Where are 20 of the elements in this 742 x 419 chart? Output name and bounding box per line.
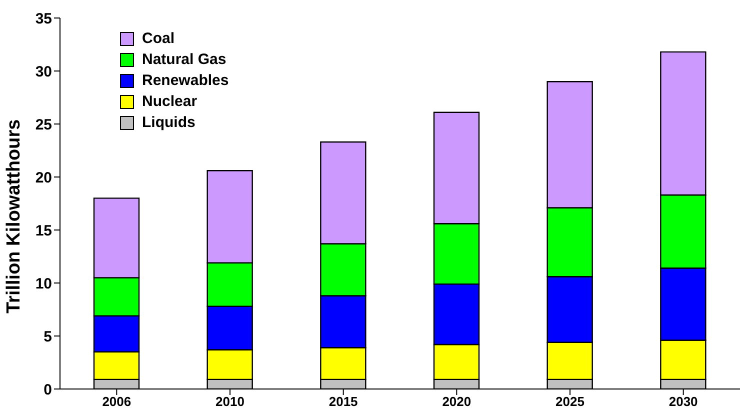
y-tick-label: 15 — [35, 222, 52, 240]
y-tick-label: 20 — [35, 169, 52, 186]
y-tick-label: 30 — [35, 63, 52, 80]
y-tick-label: 35 — [35, 10, 52, 28]
legend-label: Liquids — [142, 114, 196, 131]
x-tick-label: 2015 — [328, 394, 358, 410]
legend-label: Coal — [142, 30, 175, 47]
x-tick-label: 2030 — [668, 394, 698, 410]
y-tick-label: 0 — [44, 381, 52, 398]
y-axis-title: Trillion Kilowatthours — [4, 119, 25, 314]
y-tick-label: 10 — [35, 275, 52, 292]
y-tick-label: 5 — [44, 328, 52, 346]
x-tick-label: 2025 — [556, 394, 584, 410]
legend-label: Nuclear — [142, 93, 198, 110]
x-tick-label: 2006 — [102, 394, 132, 410]
x-tick-label: 2020 — [442, 394, 472, 410]
x-tick-label: 2010 — [216, 394, 244, 410]
legend-label: Natural Gas — [142, 51, 226, 68]
y-tick-label: 25 — [35, 116, 52, 134]
legend-label: Renewables — [142, 72, 229, 89]
